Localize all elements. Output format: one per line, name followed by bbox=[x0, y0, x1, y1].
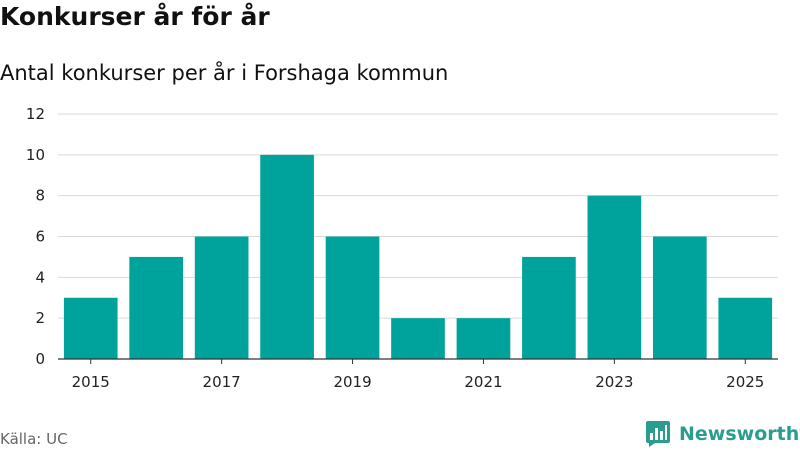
y-tick-label: 8 bbox=[35, 187, 45, 205]
bars bbox=[63, 154, 773, 359]
bar-chart-speech-bubble-icon bbox=[646, 421, 670, 447]
source-note: Källa: UC bbox=[0, 430, 68, 448]
brand-name: Newsworthy bbox=[679, 423, 800, 445]
x-axis-tick-labels: 2015 2017 2019 2021 2023 2025 bbox=[72, 373, 765, 391]
x-tick-label: 2019 bbox=[333, 373, 371, 391]
chart-title: Konkurser år för år bbox=[0, 2, 270, 31]
y-tick-label: 0 bbox=[35, 350, 45, 368]
bar-2022 bbox=[522, 256, 576, 359]
bar-2019 bbox=[325, 236, 380, 359]
x-tick-label: 2023 bbox=[595, 373, 633, 391]
bar-2018 bbox=[260, 154, 314, 359]
y-tick-label: 10 bbox=[26, 146, 45, 164]
bar-2021 bbox=[456, 318, 511, 359]
x-tick-label: 2017 bbox=[203, 373, 241, 391]
bar-2025 bbox=[718, 297, 773, 359]
x-tick-label: 2021 bbox=[464, 373, 502, 391]
bar-2015 bbox=[63, 297, 118, 359]
bar-2023 bbox=[587, 195, 642, 359]
x-axis bbox=[58, 358, 778, 364]
y-tick-label: 4 bbox=[35, 268, 45, 286]
y-tick-label: 6 bbox=[35, 228, 45, 246]
chart-subtitle: Antal konkurser per år i Forshaga kommun bbox=[0, 61, 449, 85]
bar-2016 bbox=[129, 256, 184, 359]
x-tick-label: 2015 bbox=[72, 373, 110, 391]
y-tick-label: 2 bbox=[35, 309, 45, 327]
bar-2017 bbox=[194, 236, 249, 359]
bar-2024 bbox=[652, 236, 707, 359]
brand-logo[interactable]: Newsworthy bbox=[645, 420, 800, 448]
bar-2020 bbox=[391, 318, 445, 359]
x-tick-label: 2025 bbox=[726, 373, 764, 391]
y-tick-label: 12 bbox=[26, 105, 45, 123]
y-axis-tick-labels: 0 2 4 6 8 10 12 bbox=[26, 105, 45, 368]
